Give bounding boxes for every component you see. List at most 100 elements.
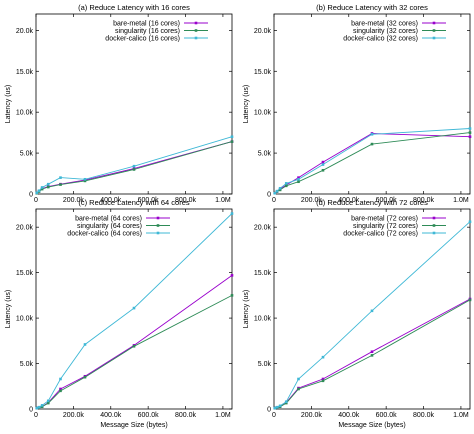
data-point bbox=[83, 375, 87, 379]
y-tick-label: 20.0k bbox=[254, 225, 272, 232]
legend-label: docker-calico (72 cores) bbox=[343, 231, 418, 238]
data-point bbox=[59, 183, 62, 186]
x-axis-title: Message Size (bytes) bbox=[100, 422, 167, 429]
data-point bbox=[40, 405, 44, 409]
data-point bbox=[132, 306, 136, 310]
series-line-0 bbox=[274, 298, 471, 409]
x-tick-label: 800.0k bbox=[175, 412, 197, 419]
data-point bbox=[37, 189, 41, 193]
data-point bbox=[46, 401, 50, 405]
y-tick-label: 5.0k bbox=[258, 361, 272, 368]
series-line-1 bbox=[274, 132, 471, 194]
legend-label: docker-calico (16 cores) bbox=[105, 36, 180, 43]
x-tick-label: 600.0k bbox=[138, 197, 160, 204]
y-tick-label: 15.0k bbox=[16, 69, 34, 76]
data-point bbox=[321, 163, 325, 166]
legend-label: bare-metal (72 cores) bbox=[351, 216, 418, 223]
series-line-1 bbox=[36, 295, 233, 409]
data-point bbox=[230, 274, 234, 277]
x-tick-label: 0 bbox=[272, 412, 276, 419]
legend-swatch-point bbox=[432, 224, 436, 227]
series-line-2 bbox=[36, 136, 233, 194]
y-axis-title: Latency (us) bbox=[243, 85, 250, 124]
y-tick-label: 5.0k bbox=[258, 151, 272, 158]
data-point bbox=[230, 212, 234, 215]
data-point bbox=[46, 185, 50, 189]
data-point bbox=[132, 164, 136, 168]
y-axis-title: Latency (us) bbox=[5, 85, 12, 124]
x-tick-label: 600.0k bbox=[138, 412, 160, 419]
y-tick-label: 0 bbox=[29, 407, 33, 414]
data-point bbox=[40, 187, 44, 191]
data-point bbox=[297, 177, 300, 181]
x-tick-label: 400.0k bbox=[338, 412, 360, 419]
x-tick-label: 800.0k bbox=[413, 197, 435, 204]
data-point bbox=[83, 177, 87, 181]
y-tick-label: 10.0k bbox=[254, 110, 272, 117]
x-tick-label: 800.0k bbox=[413, 412, 435, 419]
y-tick-label: 10.0k bbox=[16, 110, 34, 117]
data-point bbox=[132, 168, 136, 171]
data-point bbox=[297, 180, 300, 184]
data-point bbox=[230, 140, 234, 143]
data-point bbox=[370, 142, 374, 146]
y-tick-label: 15.0k bbox=[254, 270, 272, 277]
chart-panel-2: (c) Reduce Latency with 64 cores 0 5.0k 10.… bbox=[5, 198, 234, 429]
legend-label: bare-metal (16 cores) bbox=[113, 21, 180, 28]
data-point bbox=[59, 389, 62, 393]
data-point bbox=[370, 309, 374, 313]
data-point bbox=[278, 186, 282, 190]
y-tick-label: 5.0k bbox=[20, 151, 34, 158]
data-point bbox=[59, 176, 62, 179]
data-point bbox=[284, 401, 288, 405]
chart-panel-1: (b) Reduce Latency with 32 cores 0 5.0k 10.… bbox=[243, 3, 472, 204]
plot-frame bbox=[35, 208, 233, 410]
x-tick-label: 400.0k bbox=[338, 197, 360, 204]
data-point bbox=[275, 189, 279, 193]
data-point bbox=[370, 132, 374, 136]
data-point bbox=[59, 387, 62, 391]
data-point bbox=[468, 127, 472, 130]
y-tick-label: 5.0k bbox=[20, 361, 34, 368]
y-tick-label: 0 bbox=[267, 192, 271, 199]
data-point bbox=[284, 400, 288, 404]
x-tick-label: 400.0k bbox=[100, 197, 122, 204]
data-point bbox=[284, 182, 288, 185]
data-point bbox=[230, 294, 234, 297]
x-tick-label: 1.0M bbox=[215, 197, 231, 204]
y-tick-label: 10.0k bbox=[16, 316, 34, 323]
y-tick-label: 20.0k bbox=[16, 28, 34, 35]
data-point bbox=[273, 191, 277, 195]
legend-swatch-point bbox=[156, 224, 160, 227]
legend-swatch-point bbox=[156, 216, 160, 220]
x-tick-label: 200.0k bbox=[63, 197, 85, 204]
plot-frame bbox=[273, 208, 471, 410]
x-tick-label: 200.0k bbox=[301, 197, 323, 204]
x-tick-label: 1.0M bbox=[453, 412, 469, 419]
legend-label: singularity (32 cores) bbox=[353, 28, 418, 35]
chart-title: (c) Reduce Latency with 64 cores bbox=[78, 198, 190, 207]
y-tick-label: 10.0k bbox=[254, 316, 272, 323]
y-tick-label: 0 bbox=[267, 407, 271, 414]
data-point bbox=[40, 186, 44, 189]
data-point bbox=[278, 404, 282, 408]
x-axis-title: Message Size (bytes) bbox=[338, 422, 405, 429]
data-point bbox=[297, 387, 300, 391]
legend-label: bare-metal (32 cores) bbox=[351, 21, 418, 28]
chart-panel-3: (d) Reduce Latency with 72 cores 0 5.0k 10.… bbox=[243, 198, 472, 429]
legend-swatch-point bbox=[194, 36, 198, 40]
legend-swatch-point bbox=[156, 231, 160, 235]
y-axis-title: Latency (us) bbox=[5, 290, 12, 329]
data-point bbox=[297, 377, 300, 381]
data-point bbox=[230, 135, 234, 139]
data-point bbox=[83, 179, 87, 183]
legend-label: singularity (64 cores) bbox=[77, 223, 142, 230]
data-point bbox=[370, 350, 374, 354]
data-point bbox=[83, 343, 87, 346]
legend-label: singularity (16 cores) bbox=[115, 28, 180, 35]
legend-label: singularity (72 cores) bbox=[353, 223, 418, 230]
series-line-2 bbox=[274, 128, 471, 194]
legend-label: docker-calico (64 cores) bbox=[67, 231, 142, 238]
data-point bbox=[468, 135, 472, 139]
